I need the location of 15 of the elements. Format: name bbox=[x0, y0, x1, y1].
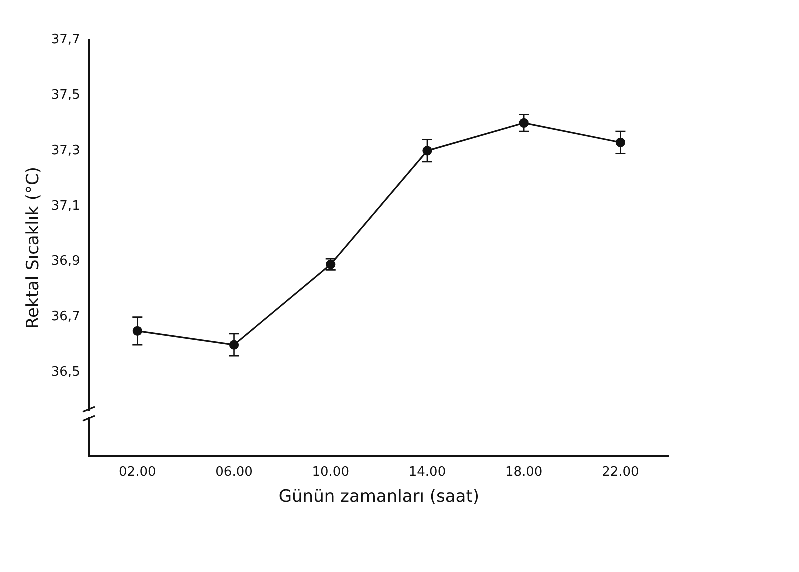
y-tick-label: 36,5 bbox=[51, 365, 80, 380]
y-tick-label: 36,7 bbox=[51, 310, 80, 325]
x-tick-label: 18.00 bbox=[505, 465, 543, 480]
x-tick-label: 10.00 bbox=[312, 465, 350, 480]
y-tick-label: 36,9 bbox=[51, 254, 80, 270]
y-tick-label: 37,3 bbox=[51, 143, 80, 158]
y-axis-title: Rektal Sıcaklık (°C) bbox=[24, 166, 44, 330]
x-axis-title: Günün zamanları (saat) bbox=[278, 487, 480, 508]
y-tick-label: 37,7 bbox=[51, 32, 80, 48]
y-tick-label: 37,1 bbox=[51, 198, 80, 214]
x-tick-label: 22.00 bbox=[602, 465, 640, 480]
x-tick-label: 14.00 bbox=[408, 465, 446, 480]
x-tick-label: 02.00 bbox=[119, 465, 156, 480]
y-tick-label: 37,5 bbox=[51, 88, 80, 103]
x-tick-label: 06.00 bbox=[216, 465, 253, 480]
